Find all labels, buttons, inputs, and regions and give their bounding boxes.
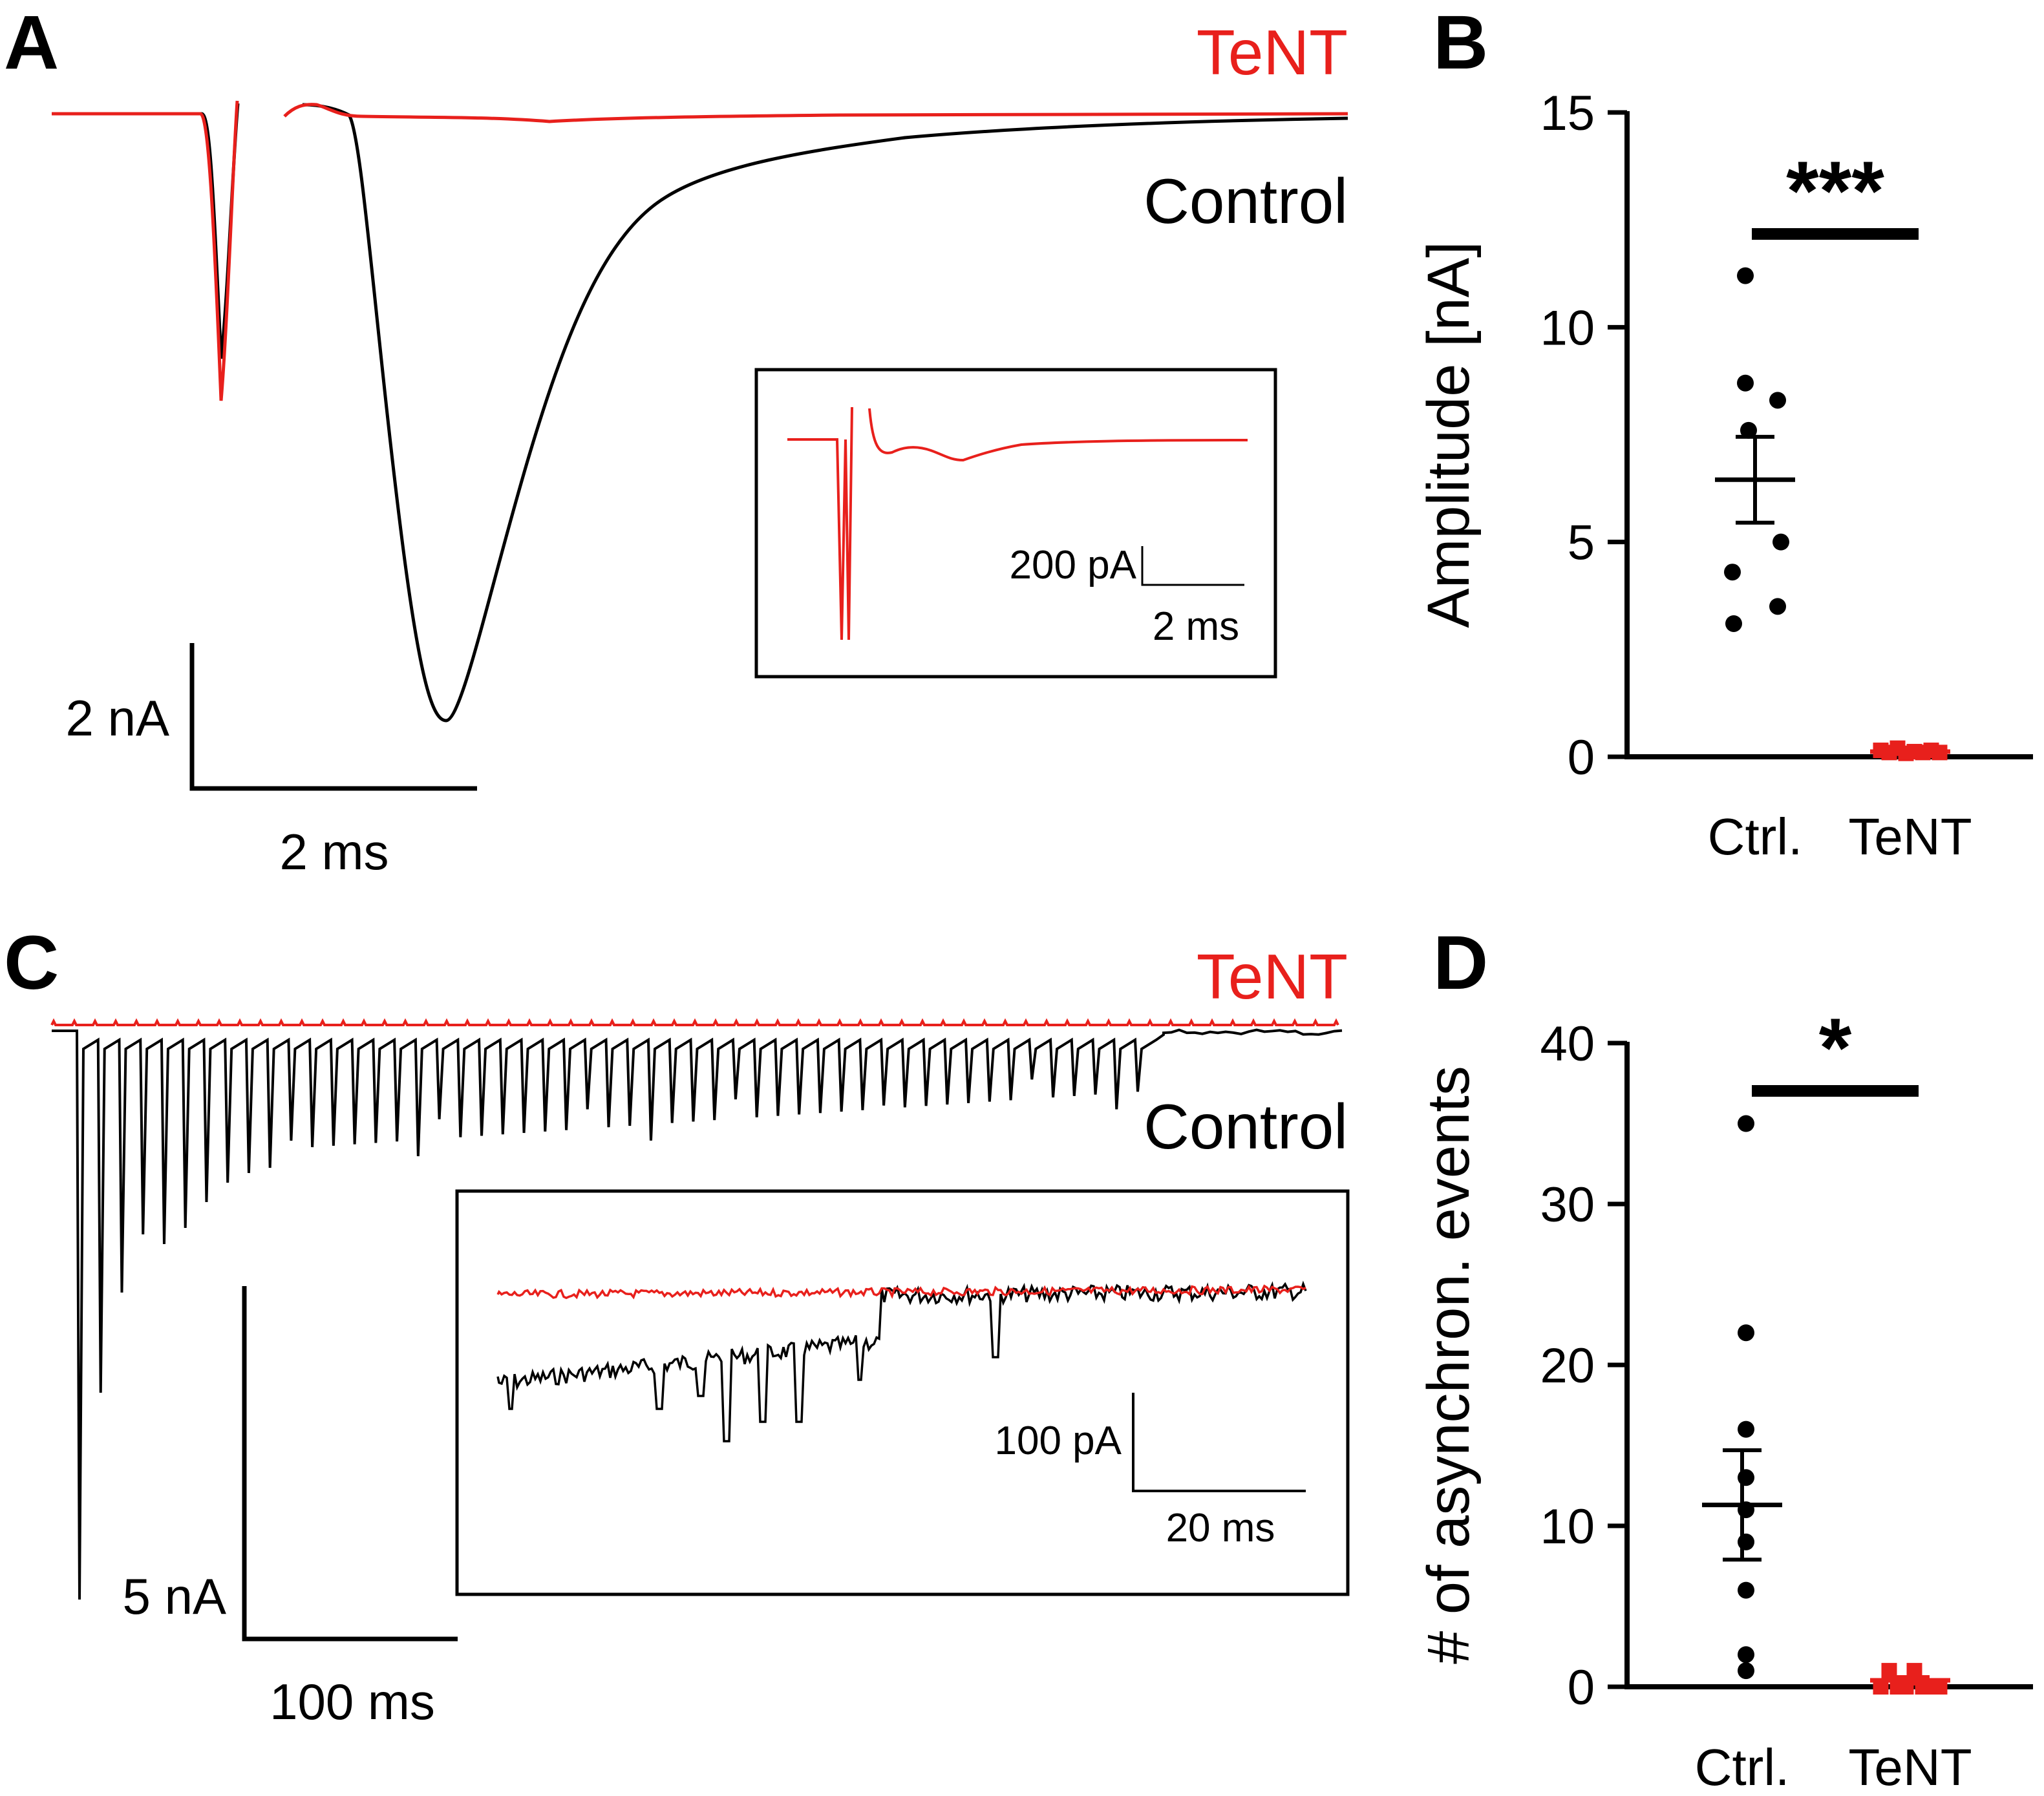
panel-a-scalebar — [192, 643, 477, 788]
panel-d-point-ctrl — [1738, 1534, 1754, 1550]
panel-d: D 0 10 20 30 40 # of asynchron. events Ctrl. Te… — [1416, 920, 2033, 1796]
panel-d-point-ctrl — [1738, 1582, 1754, 1599]
panel-b-point-ctrl — [1773, 534, 1789, 551]
panel-a: A TeNT Control 2 nA 2 ms 200 pA 2 ms — [4, 0, 1348, 880]
panel-b-point-ctrl — [1769, 598, 1786, 615]
panel-c-scalebar-x-label: 100 ms — [270, 1673, 435, 1730]
panel-c-tent-label: TeNT — [1197, 941, 1348, 1012]
panel-c-scalebar-y-label: 5 nA — [123, 1568, 226, 1625]
panel-c-control-label: Control — [1144, 1091, 1348, 1162]
panel-b-point-ctrl — [1737, 375, 1754, 392]
panel-a-inset-scalebar-y-label: 200 pA — [1009, 543, 1136, 587]
panel-c-inset-control-trace — [498, 1284, 1306, 1441]
panel-d-point-ctrl — [1738, 1469, 1754, 1486]
panel-b-y-tick-label: 0 — [1568, 730, 1595, 785]
panel-d-y-axis-title: # of asynchron. events — [1416, 1066, 1482, 1664]
panel-b-point-ctrl — [1737, 268, 1754, 284]
panel-a-inset-scalebar-x-label: 2 ms — [1153, 604, 1239, 649]
panel-b-significance-label: *** — [1786, 143, 1884, 238]
panel-b-point-ctrl — [1725, 615, 1742, 632]
panel-letter-d: D — [1433, 920, 1488, 1006]
panel-b-y-tick-label: 10 — [1540, 301, 1595, 355]
panel-c-tent-train — [52, 1021, 1338, 1025]
panel-letter-a: A — [4, 0, 59, 85]
panel-b: B 0 5 10 15 Amplitude [nA] Ctrl. TeNT *** — [1416, 0, 2033, 865]
panel-d-chart: 0 10 20 30 40 # of asynchron. events Ctrl. TeNT… — [1416, 1000, 2033, 1796]
panel-a-tent-trace — [52, 101, 1348, 401]
panel-a-control-label: Control — [1144, 165, 1348, 237]
panel-d-y-tick-label: 10 — [1540, 1499, 1595, 1554]
panel-a-inset: 200 pA 2 ms — [756, 370, 1275, 677]
panel-d-y-tick-label: 40 — [1540, 1017, 1595, 1072]
panel-c-inset-scalebar-y-label: 100 pA — [994, 1419, 1122, 1463]
panel-b-chart: 0 5 10 15 Amplitude [nA] Ctrl. TeNT *** — [1416, 86, 2033, 865]
panel-d-point-ctrl — [1738, 1324, 1754, 1341]
panel-c-inset: 100 pA 20 ms — [457, 1191, 1348, 1594]
panel-d-category-label: TeNT — [1848, 1738, 1972, 1796]
panel-letter-c: C — [4, 920, 59, 1006]
panel-d-y-tick-label: 30 — [1540, 1178, 1595, 1232]
panel-d-point-ctrl — [1738, 1115, 1754, 1132]
panel-c-inset-scalebar-x-label: 20 ms — [1166, 1506, 1275, 1550]
panel-c-scalebar — [244, 1286, 458, 1639]
panel-a-tent-label: TeNT — [1197, 17, 1348, 88]
panel-d-point-ctrl — [1738, 1421, 1754, 1438]
panel-b-category-label: TeNT — [1848, 808, 1972, 865]
panel-b-point-ctrl — [1769, 392, 1786, 408]
panel-d-point-ctrl — [1738, 1662, 1754, 1679]
panel-b-y-tick-label: 5 — [1568, 516, 1595, 571]
panel-b-y-axis-title: Amplitude [nA] — [1416, 241, 1482, 628]
panel-c: C TeNT Control 5 nA 100 ms 100 pA 20 ms — [4, 920, 1348, 1730]
panel-a-scalebar-y-label: 2 nA — [66, 690, 169, 746]
panel-d-y-tick-label: 20 — [1540, 1338, 1595, 1393]
panel-letter-b: B — [1433, 0, 1488, 85]
panel-d-significance-label: * — [1819, 1000, 1852, 1095]
panel-c-inset-scalebar — [1133, 1393, 1306, 1491]
panel-d-y-tick-label: 0 — [1568, 1660, 1595, 1715]
panel-b-point-ctrl — [1724, 564, 1741, 580]
panel-d-category-label: Ctrl. — [1695, 1738, 1790, 1796]
panel-a-inset-scalebar — [1142, 546, 1244, 585]
panel-b-y-tick-label: 15 — [1540, 86, 1595, 141]
panel-b-category-label: Ctrl. — [1708, 808, 1803, 865]
figure: A TeNT Control 2 nA 2 ms 200 pA 2 ms C T… — [0, 0, 2044, 1796]
panel-a-scalebar-x-label: 2 ms — [279, 823, 389, 880]
panel-d-point-ctrl — [1738, 1646, 1754, 1663]
